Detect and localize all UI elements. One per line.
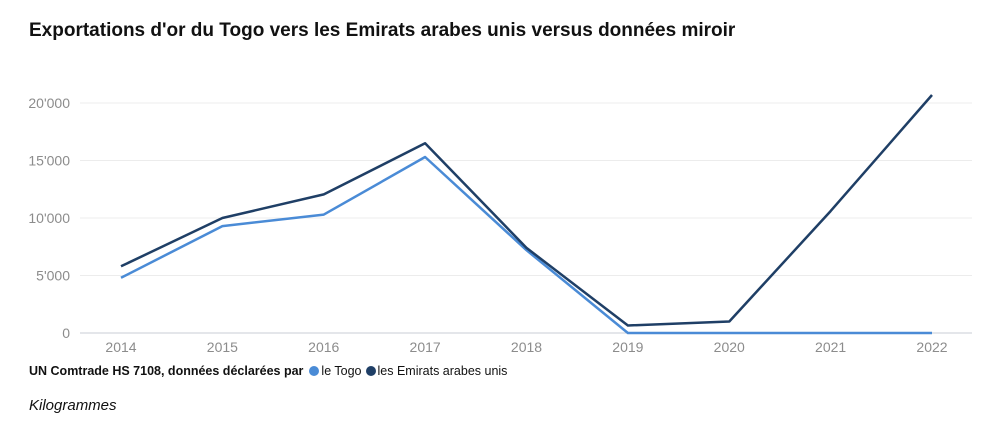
legend-item-togo[interactable]: le Togo [309,364,362,378]
legend-item-uae[interactable]: les Emirats arabes unis [365,364,508,378]
y-tick-label: 10'000 [28,210,70,226]
unit-label: Kilogrammes [29,397,117,414]
x-tick-label: 2022 [916,339,947,355]
y-axis-tick-labels: 0 5'000 10'000 15'000 20'000 [28,95,70,341]
y-tick-label: 0 [62,325,70,341]
x-tick-label: 2019 [612,339,643,355]
x-tick-label: 2016 [308,339,339,355]
y-tick-label: 5'000 [36,268,70,284]
x-tick-label: 2021 [815,339,846,355]
gridlines [80,102,972,276]
x-tick-label: 2017 [410,339,441,355]
x-tick-label: 2018 [511,339,542,355]
legend-swatch-togo [309,366,320,376]
y-tick-label: 15'000 [28,153,70,169]
series-line-togo[interactable] [120,155,932,335]
series-lines [120,94,933,335]
y-tick-label: 20'000 [28,95,70,111]
x-tick-label: 2020 [714,339,745,355]
x-axis-tick-labels: 2014 2015 2016 2017 2018 2019 2020 2021 2022 [105,339,947,355]
x-tick-label: 2015 [207,339,238,355]
legend: UN Comtrade HS 7108, données déclarées p… [29,364,511,378]
legend-prefix: UN Comtrade HS 7108, données déclarées p… [29,364,304,378]
legend-label-togo: le Togo [321,364,362,378]
legend-label-uae: les Emirats arabes unis [377,364,508,378]
series-line-uae[interactable] [120,94,933,327]
x-tick-label: 2014 [105,339,136,355]
legend-swatch-uae [365,366,376,376]
chart-title: Exportations d'or du Togo vers les Emira… [29,20,736,41]
